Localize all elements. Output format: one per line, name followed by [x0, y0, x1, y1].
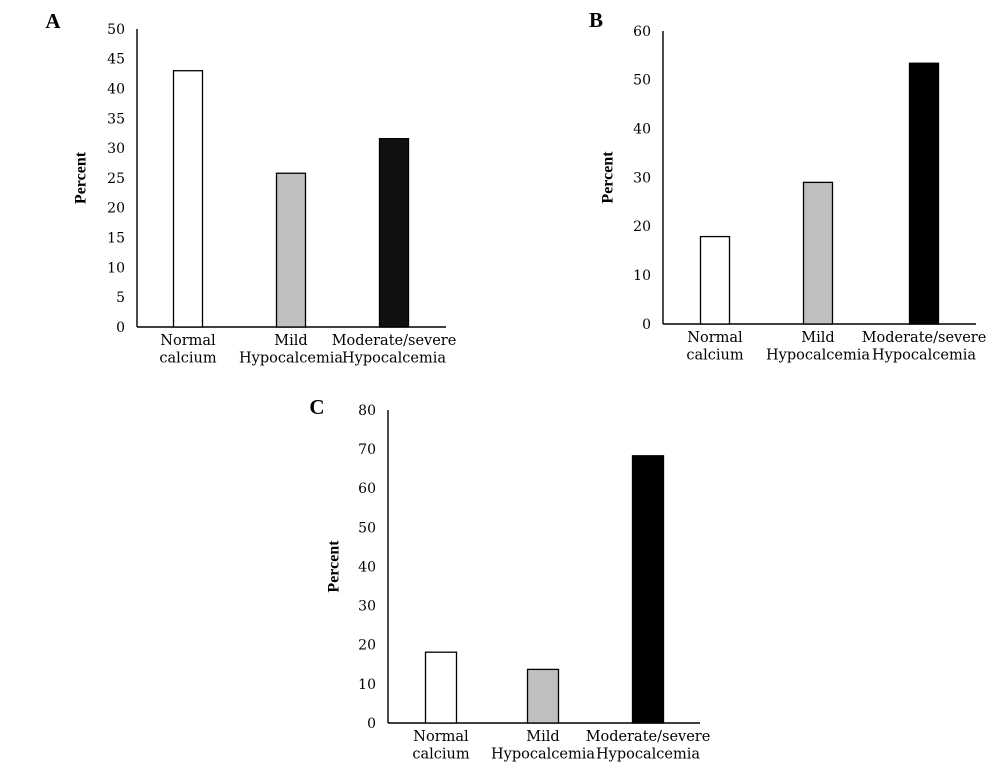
panel-c: C Percent 0 10 20 30 40 50 60 70 80 Normal calcium Mi…	[309, 395, 710, 762]
panel-b-y-axis-label: Percent	[600, 151, 617, 204]
panel-b-category-label: Mild Hypocalcemia	[766, 330, 870, 363]
panel-a-bar-3	[378, 138, 410, 328]
panel-b-category-label: Moderate/severe Hypocalcemia	[862, 330, 987, 363]
panel-a-y-axis-label: Percent	[73, 151, 90, 204]
panel-a-y-tick-label: 0	[116, 320, 125, 336]
panel-a-category-label: Moderate/severe Hypocalcemia	[332, 333, 457, 366]
panel-c-category-label: Moderate/severe Hypocalcemia	[586, 729, 711, 762]
panel-b-bar-2	[802, 181, 834, 325]
panel-c-y-axis-label: Percent	[326, 540, 343, 593]
panel-a-y-tick-label: 5	[116, 290, 125, 306]
panel-a-bar-2	[275, 172, 307, 328]
panel-a-y-tick-label: 35	[107, 111, 125, 127]
panel-a-y-tick-label: 10	[107, 260, 125, 276]
panel-c-category-label: Normal calcium	[412, 729, 470, 762]
panel-b-y-tick-label: 60	[633, 24, 651, 40]
panel-c-y-tick-label: 60	[358, 481, 376, 497]
panel-c-y-tick-label: 80	[358, 403, 376, 419]
panel-a-y-tick-label: 25	[107, 171, 125, 187]
panel-a: A Percent 0 5 10 15 20 25 30 35 40 45 50 Normal calciu…	[45, 9, 456, 366]
panel-c-bar-2	[526, 668, 560, 724]
panel-b-letter: B	[589, 8, 603, 32]
panel-c-bar-3	[631, 455, 665, 724]
panel-c-y-tick-label: 50	[358, 520, 376, 536]
panel-b: B Percent 0 10 20 30 40 50 60 Normal calcium Mild Hy…	[589, 8, 986, 363]
panel-c-y-tick-label: 30	[358, 599, 376, 615]
panel-c-y-tick-label: 70	[358, 442, 376, 458]
panel-b-bar-1	[699, 235, 731, 325]
panel-a-y-tick-label: 40	[107, 82, 125, 98]
panel-a-letter: A	[45, 9, 61, 33]
panel-a-y-tick-label: 50	[107, 22, 125, 38]
panel-c-y-tick-label: 0	[367, 716, 376, 732]
panel-c-y-tick-label: 40	[358, 559, 376, 575]
panel-b-y-tick-label: 10	[633, 268, 651, 284]
panel-a-y-tick-label: 20	[107, 201, 125, 217]
panel-a-category-label: Normal calcium	[159, 333, 217, 366]
panel-b-y-tick-label: 40	[633, 122, 651, 138]
panel-b-y-tick-label: 30	[633, 170, 651, 186]
panel-c-category-label: Mild Hypocalcemia	[491, 729, 595, 762]
panel-a-category-label: Mild Hypocalcemia	[239, 333, 343, 366]
panel-b-y-tick-label: 0	[642, 317, 651, 333]
panel-c-y-tick-label: 20	[358, 638, 376, 654]
panel-c-letter: C	[309, 395, 324, 419]
panel-c-bar-1	[424, 651, 458, 724]
panel-b-bar-3	[908, 62, 940, 325]
panel-a-y-tick-label: 15	[107, 231, 125, 247]
panel-b-y-tick-label: 50	[633, 73, 651, 89]
panel-a-y-tick-label: 45	[107, 52, 125, 68]
panel-b-category-label: Normal calcium	[686, 330, 744, 363]
panel-a-y-tick-label: 30	[107, 141, 125, 157]
panel-b-y-tick-label: 20	[633, 219, 651, 235]
panel-c-y-tick-label: 10	[358, 677, 376, 693]
panel-a-bar-1	[172, 70, 204, 328]
